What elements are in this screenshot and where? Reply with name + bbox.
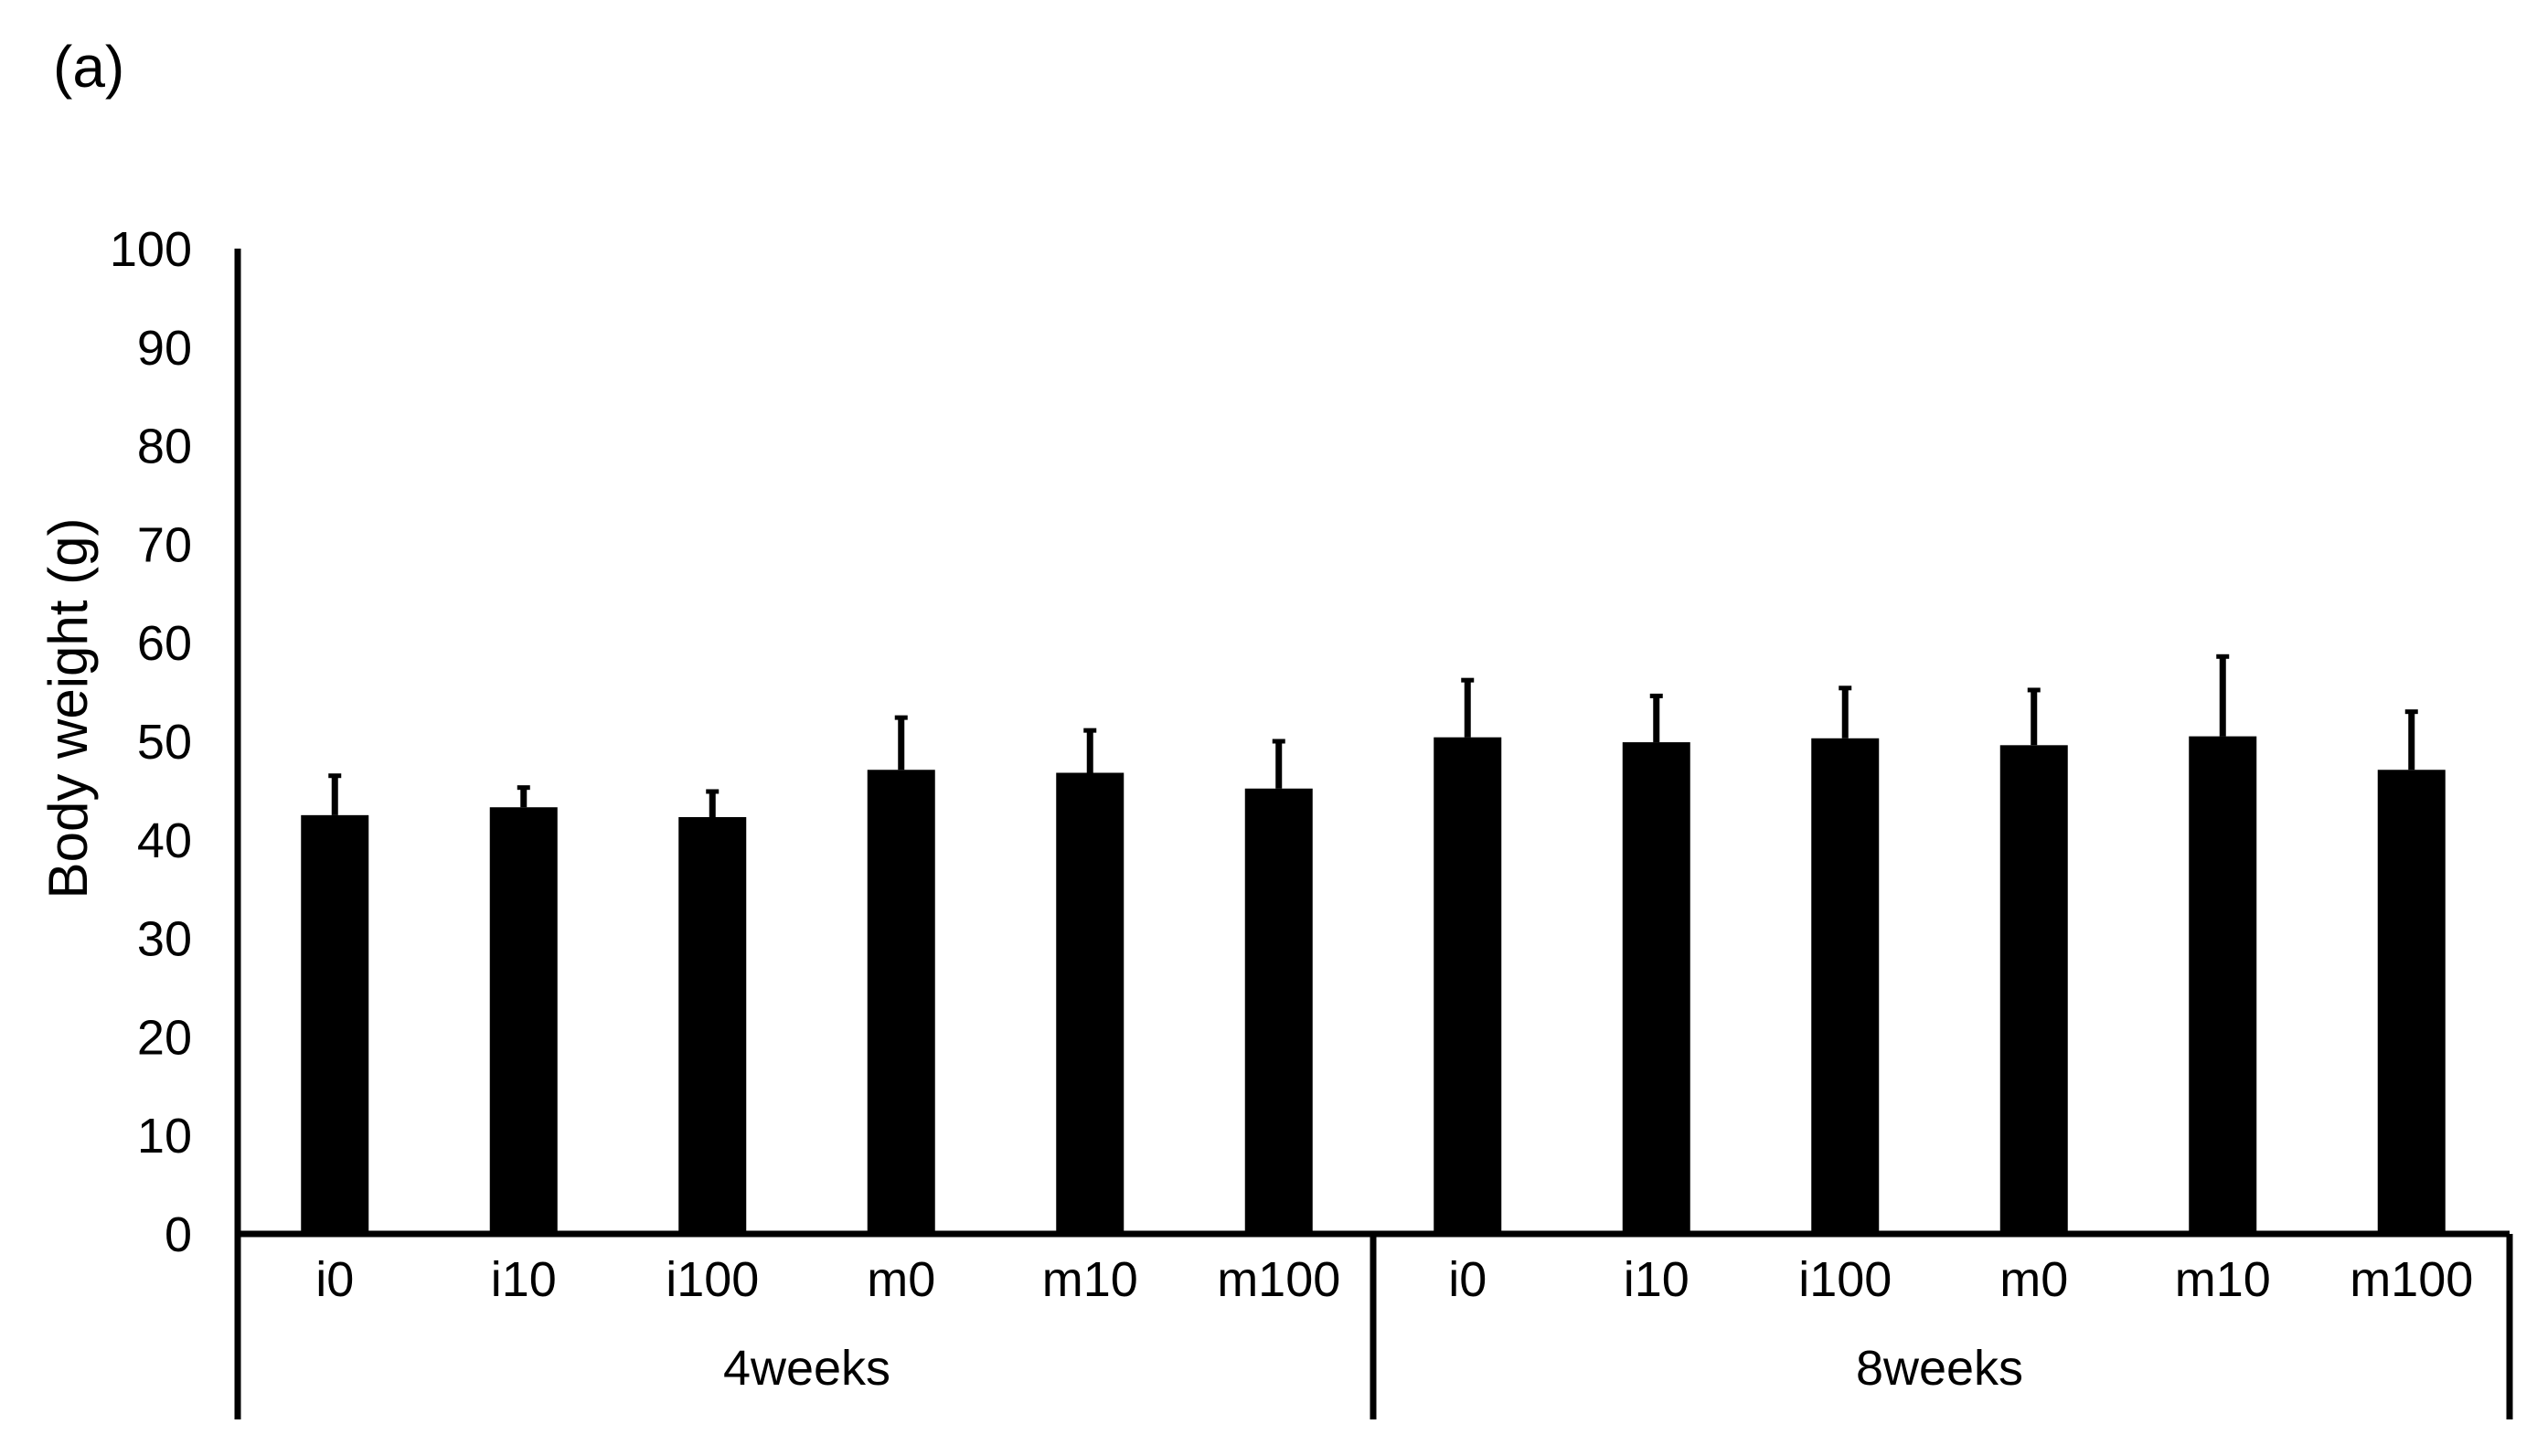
y-tick-label: 60 [137,616,192,671]
x-tick-label: m10 [2175,1252,2271,1307]
bar [1811,738,1880,1234]
x-tick-label: m0 [1999,1252,2068,1307]
bar [1434,737,1502,1234]
panel-label: (a) [53,34,124,100]
bar [1056,772,1125,1234]
bar [867,770,935,1234]
x-tick-label: i100 [666,1252,759,1307]
bar [1999,745,2068,1234]
y-tick-label: 80 [137,420,192,474]
y-tick-label: 70 [137,517,192,572]
y-tick-label: 30 [137,912,192,967]
bar [2377,770,2446,1234]
bar [489,807,558,1234]
y-tick-label: 10 [137,1109,192,1164]
bar [678,817,747,1234]
y-tick-label: 20 [137,1010,192,1065]
bar [1622,742,1690,1234]
group-label: 4weeks [723,1341,890,1396]
bar [1244,788,1313,1234]
y-tick-label: 90 [137,321,192,376]
x-tick-label: i0 [1448,1252,1487,1307]
x-tick-label: i100 [1798,1252,1892,1307]
bar [2189,736,2257,1234]
y-tick-label: 100 [110,222,192,277]
y-tick-label: 50 [137,715,192,770]
x-tick-label: m10 [1042,1252,1138,1307]
group-label: 8weeks [1856,1341,2023,1396]
x-tick-label: m100 [1217,1252,1340,1307]
x-tick-label: m100 [2350,1252,2473,1307]
x-tick-label: i10 [1624,1252,1690,1307]
y-axis-label: Body weight (g) [37,518,99,899]
y-tick-label: 40 [137,813,192,868]
y-tick-label: 0 [165,1207,192,1262]
x-tick-label: i0 [315,1252,354,1307]
bar [301,814,369,1234]
x-tick-label: i10 [491,1252,557,1307]
x-tick-label: m0 [867,1252,935,1307]
